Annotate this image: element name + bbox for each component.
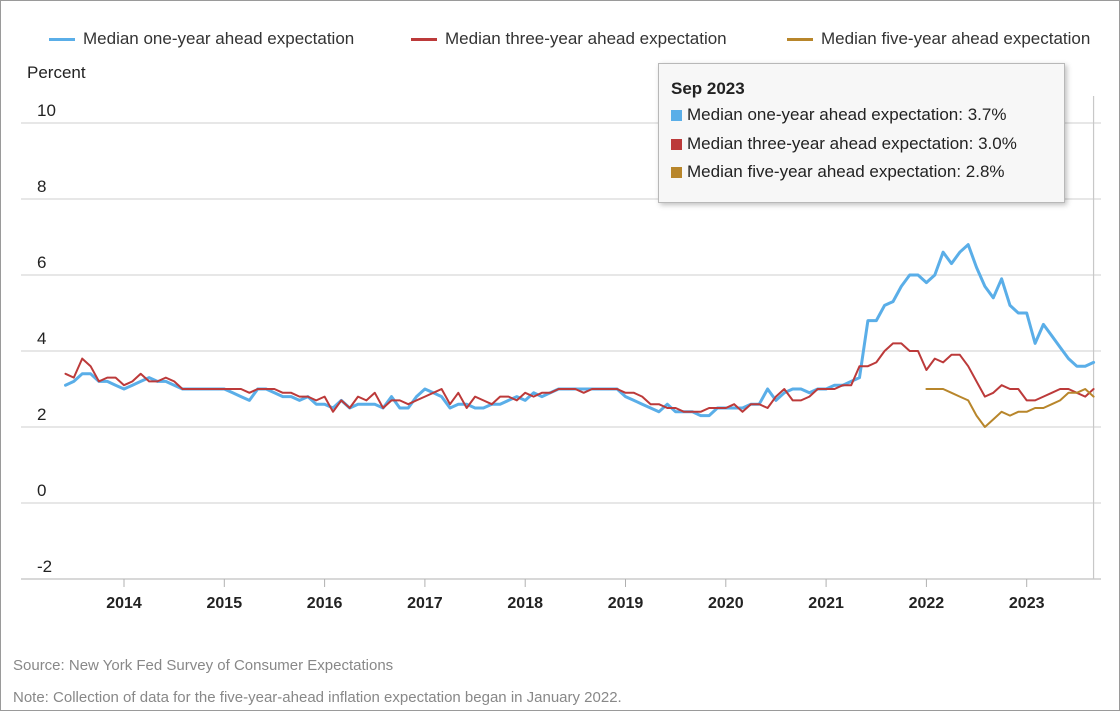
legend-label-three-year: Median three-year ahead expectation <box>445 29 727 48</box>
x-tick-label: 2023 <box>1009 595 1045 612</box>
legend-swatch-five-year <box>787 37 813 41</box>
x-tick-label: 2014 <box>106 595 142 612</box>
x-tick-label: 2019 <box>608 595 644 612</box>
y-tick-label: -2 <box>37 557 52 576</box>
collection-note: Note: Collection of data for the five-ye… <box>13 689 622 706</box>
legend-label-one-year: Median one-year ahead expectation <box>83 29 355 48</box>
y-tick-label: 10 <box>37 101 56 120</box>
tooltip: Sep 2023 Median one-year ahead expectati… <box>658 63 1065 203</box>
legend-label-five-year: Median five-year ahead expectation <box>821 29 1091 48</box>
x-tick-label: 2018 <box>507 595 543 612</box>
legend-swatch-three-year <box>411 37 437 41</box>
y-tick-label: 4 <box>37 329 46 348</box>
source-note: Source: New York Fed Survey of Consumer … <box>13 657 394 674</box>
tooltip-text-three-year: Median three-year ahead expectation: 3.0… <box>687 134 1017 153</box>
series-line-five-year <box>925 388 1095 428</box>
tooltip-swatch-one-year <box>671 109 682 121</box>
tooltip-row-one-year: Median one-year ahead expectation: 3.7% <box>671 105 1006 125</box>
tooltip-swatch-five-year <box>671 166 682 178</box>
legend-item-five-year[interactable]: Median five-year ahead expectation <box>787 29 1090 49</box>
legend-swatch-one-year <box>49 37 75 41</box>
x-tick-label: 2015 <box>207 595 243 612</box>
series-line-three-year <box>64 342 1095 413</box>
tooltip-title: Sep 2023 <box>671 79 745 98</box>
legend-item-three-year[interactable]: Median three-year ahead expectation <box>411 29 727 49</box>
x-tick-label: 2016 <box>307 595 343 612</box>
series-line-one-year <box>64 243 1096 418</box>
y-tick-label: 2 <box>37 405 46 424</box>
tooltip-row-five-year: Median five-year ahead expectation: 2.8% <box>671 162 1005 182</box>
x-tick-label: 2017 <box>407 595 443 612</box>
x-tick-label: 2021 <box>808 595 844 612</box>
tooltip-swatch-three-year <box>671 138 682 150</box>
legend-item-one-year[interactable]: Median one-year ahead expectation <box>49 29 354 49</box>
tooltip-row-three-year: Median three-year ahead expectation: 3.0… <box>671 134 1017 154</box>
tooltip-text-five-year: Median five-year ahead expectation: 2.8% <box>687 162 1005 181</box>
x-tick-label: 2022 <box>909 595 945 612</box>
y-axis-label: Percent <box>27 63 86 82</box>
y-tick-label: 0 <box>37 481 46 500</box>
x-tick-label: 2020 <box>708 595 744 612</box>
y-tick-label: 8 <box>37 177 46 196</box>
y-tick-label: 6 <box>37 253 46 272</box>
tooltip-text-one-year: Median one-year ahead expectation: 3.7% <box>687 105 1007 124</box>
